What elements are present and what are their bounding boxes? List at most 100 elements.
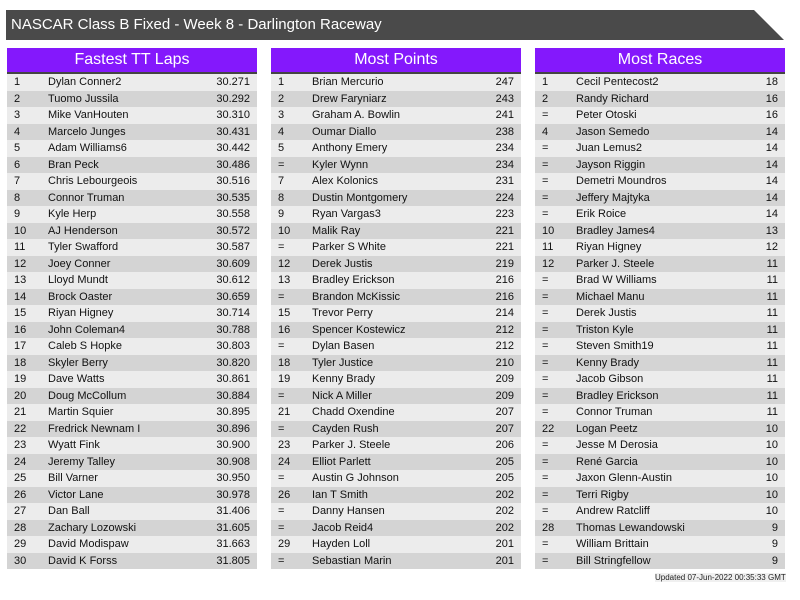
position: 7: [14, 175, 21, 187]
table-row: 2 Randy Richard 16: [535, 90, 785, 107]
value: 30.820: [216, 356, 250, 369]
driver-name: Bill Varner: [48, 472, 98, 484]
position: =: [542, 175, 549, 187]
table-row: 1 Brian Mercurio 247: [271, 74, 521, 91]
value: 11: [766, 389, 778, 402]
value: 11: [766, 257, 778, 270]
table-row: 3 Mike VanHouten 30.310: [7, 107, 257, 124]
position: =: [278, 158, 285, 171]
position: =: [542, 554, 549, 567]
value: 18: [765, 76, 778, 88]
table-row: 11 Riyan Higney 12: [535, 239, 785, 256]
table-row: 28 Zachary Lozowski 31.605: [7, 519, 257, 536]
value: 207: [495, 422, 514, 435]
position: 1: [278, 76, 285, 88]
table-row: 15 Riyan Higney 30.714: [7, 305, 257, 322]
position: 30: [14, 554, 27, 567]
value: 10: [765, 488, 778, 501]
position: 28: [14, 521, 27, 534]
table-row: = Michael Manu 11: [535, 288, 785, 305]
position: 28: [542, 521, 555, 534]
position: 26: [14, 488, 27, 501]
driver-name: Hayden Loll: [312, 538, 371, 550]
position: 13: [14, 274, 27, 286]
value: 205: [495, 472, 514, 484]
position: =: [542, 389, 549, 402]
table-row: 9 Ryan Vargas3 223: [271, 206, 521, 223]
position: =: [542, 208, 549, 220]
value: 30.292: [216, 92, 250, 105]
value: 30.714: [216, 307, 250, 319]
table-row: 16 John Coleman4 30.788: [7, 321, 257, 338]
value: 30.535: [216, 191, 250, 204]
value: 210: [495, 356, 514, 369]
driver-name: AJ Henderson: [48, 224, 118, 237]
value: 214: [495, 307, 514, 319]
table-row: 24 Elliot Parlett 205: [271, 453, 521, 470]
table-header: Most Points: [271, 48, 521, 74]
value: 10: [765, 422, 778, 435]
table-row: 21 Chadd Oxendine 207: [271, 404, 521, 421]
table-row: = Jacob Gibson 11: [535, 371, 785, 388]
driver-name: Victor Lane: [48, 488, 104, 501]
table-row: 12 Derek Justis 219: [271, 255, 521, 272]
value: 221: [495, 241, 514, 253]
table-row: 29 David Modispaw 31.663: [7, 536, 257, 553]
position: 19: [14, 373, 27, 385]
position: =: [278, 505, 285, 517]
table-row: 7 Chris Lebourgeois 30.516: [7, 173, 257, 190]
value: 11: [766, 290, 778, 303]
position: =: [542, 455, 549, 468]
value: 30.978: [216, 488, 250, 501]
driver-name: Parker J. Steele: [312, 439, 391, 451]
driver-name: Trevor Perry: [312, 307, 373, 319]
value: 207: [495, 406, 514, 418]
position: 12: [14, 257, 27, 270]
driver-name: Nick A Miller: [312, 389, 372, 402]
value: 202: [495, 488, 514, 501]
driver-name: Adam Williams6: [48, 142, 127, 154]
value: 9: [771, 521, 778, 534]
table-row: 8 Dustin Montgomery 224: [271, 189, 521, 206]
driver-name: Spencer Kostewicz: [312, 323, 406, 336]
value: 10: [765, 505, 778, 517]
value: 231: [495, 175, 514, 187]
table-row: = Dylan Basen 212: [271, 338, 521, 355]
value: 216: [495, 274, 514, 286]
table-row: = Peter Otoski 16: [535, 107, 785, 124]
value: 30.612: [216, 274, 250, 286]
driver-name: Cecil Pentecost2: [576, 76, 659, 88]
value: 241: [495, 109, 514, 121]
position: 13: [278, 274, 291, 286]
table-row: 17 Caleb S Hopke 30.803: [7, 338, 257, 355]
value: 11: [766, 274, 778, 286]
position: 22: [542, 422, 555, 435]
driver-name: Juan Lemus2: [576, 142, 643, 154]
table-row: 15 Trevor Perry 214: [271, 305, 521, 322]
driver-name: Kyler Wynn: [312, 158, 369, 171]
value: 14: [765, 142, 778, 154]
position: 24: [14, 455, 27, 468]
value: 14: [765, 175, 778, 187]
table-row: 22 Logan Peetz 10: [535, 420, 785, 437]
table-row: = Jaxon Glenn-Austin 10: [535, 470, 785, 487]
table-row: 13 Lloyd Mundt 30.612: [7, 272, 257, 289]
driver-name: Connor Truman: [576, 406, 653, 418]
driver-name: Kyle Herp: [48, 208, 97, 220]
table-row: 10 AJ Henderson 30.572: [7, 222, 257, 239]
driver-name: Terri Rigby: [576, 488, 629, 501]
driver-name: Tyler Justice: [312, 356, 374, 369]
position: =: [278, 389, 285, 402]
position: 11: [14, 241, 26, 253]
value: 11: [766, 406, 778, 418]
value: 30.908: [216, 455, 250, 468]
table-row: 28 Thomas Lewandowski 9: [535, 519, 785, 536]
table-row: 23 Parker J. Steele 206: [271, 437, 521, 454]
driver-name: Oumar Diallo: [312, 125, 377, 138]
position: 24: [278, 455, 291, 468]
value: 30.431: [216, 125, 250, 138]
table-row: = Brad W Williams 11: [535, 272, 785, 289]
driver-name: Lloyd Mundt: [48, 274, 108, 286]
table-row: 8 Connor Truman 30.535: [7, 189, 257, 206]
position: 12: [278, 257, 291, 270]
